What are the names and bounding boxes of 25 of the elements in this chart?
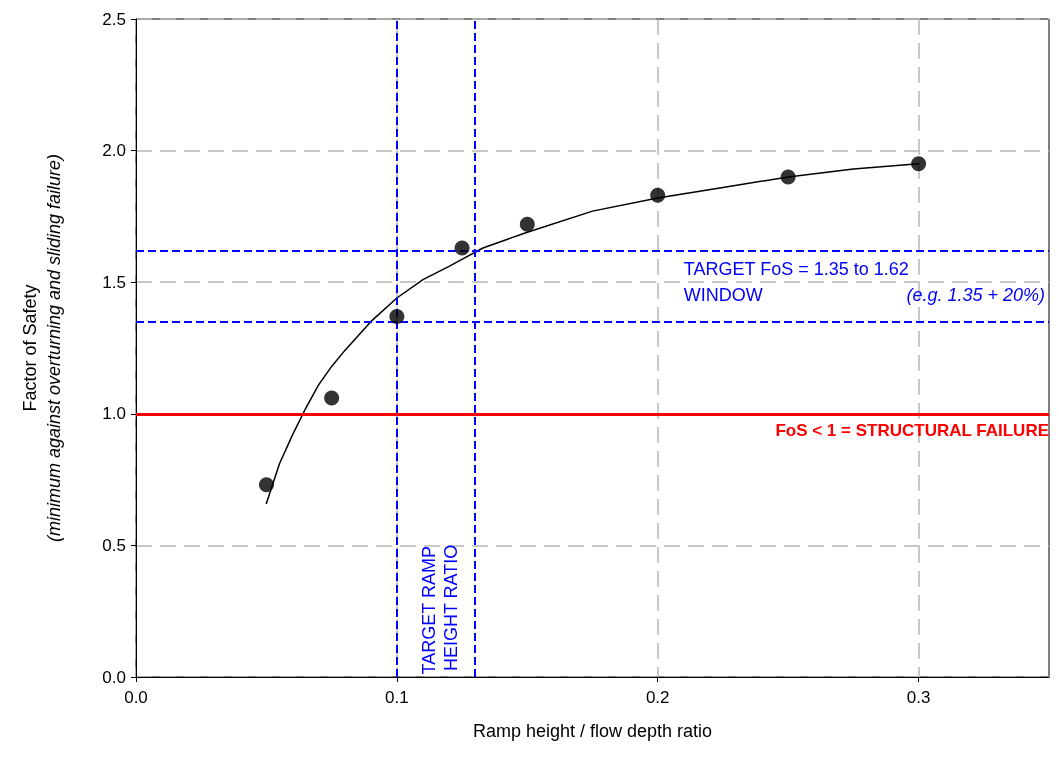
point xyxy=(324,390,340,406)
x-tick-label: 0.0 xyxy=(124,688,148,707)
y-tick-label: 2.5 xyxy=(102,9,126,29)
annotation: TARGET FoS = 1.35 to 1.62 xyxy=(683,259,909,280)
annotation: (e.g. 1.35 + 20%) xyxy=(906,285,1045,306)
y-tick-label: 0.5 xyxy=(102,535,126,555)
point xyxy=(911,156,927,172)
point xyxy=(389,308,405,324)
point xyxy=(780,169,796,185)
y-tick-label: 1.5 xyxy=(102,272,126,292)
x-axis-title: Ramp height / flow depth ratio xyxy=(472,721,713,741)
y-tick-label: 2.0 xyxy=(102,141,126,161)
point xyxy=(519,216,535,232)
y-axis-title: Factor of Safety (minimum against overturning and sliding failure) xyxy=(20,153,64,543)
x-tick-label: 0.3 xyxy=(906,688,931,707)
y-tick-label: 0.0 xyxy=(102,667,126,687)
x-tick-label: 0.2 xyxy=(645,688,670,707)
annotation: TARGET RAMP HEIGHT RATIO xyxy=(419,541,462,675)
ref-line-label: FoS < 1 = STRUCTURAL FAILURE xyxy=(775,420,1049,440)
y-tick-label: 1.0 xyxy=(102,404,126,424)
point xyxy=(650,187,666,203)
point xyxy=(454,240,470,256)
point xyxy=(258,477,274,493)
annotation: WINDOW xyxy=(683,285,763,306)
x-tick-label: 0.1 xyxy=(385,688,409,707)
